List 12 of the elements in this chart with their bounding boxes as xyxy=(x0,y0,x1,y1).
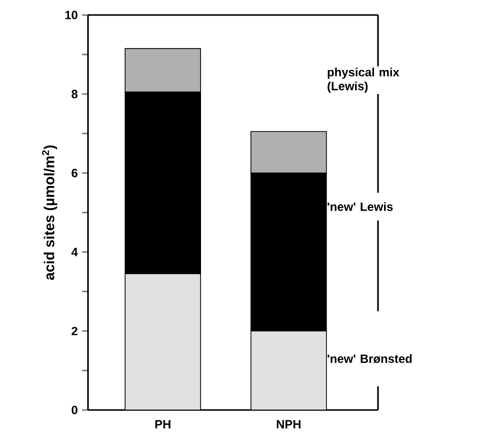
x-tick-label: NPH xyxy=(276,420,300,428)
x-tick-label: PH xyxy=(155,420,170,428)
text: physical mix (Lewis) xyxy=(328,68,400,93)
y-tick-label: 6 xyxy=(72,168,78,178)
y-tick-label: 8 xyxy=(72,90,78,98)
y-axis-title: acid sites (µmol/m$^{2}$) xyxy=(42,145,58,280)
series-label: 'new' Brønsted xyxy=(328,354,412,364)
y-tick-label: 0 xyxy=(72,406,78,414)
y-tick-label: 10 xyxy=(65,10,78,20)
y-tick-label: 4 xyxy=(71,248,78,256)
y-tick-label: 2 xyxy=(72,326,78,336)
series-label: 'new' Lewis xyxy=(328,202,393,211)
